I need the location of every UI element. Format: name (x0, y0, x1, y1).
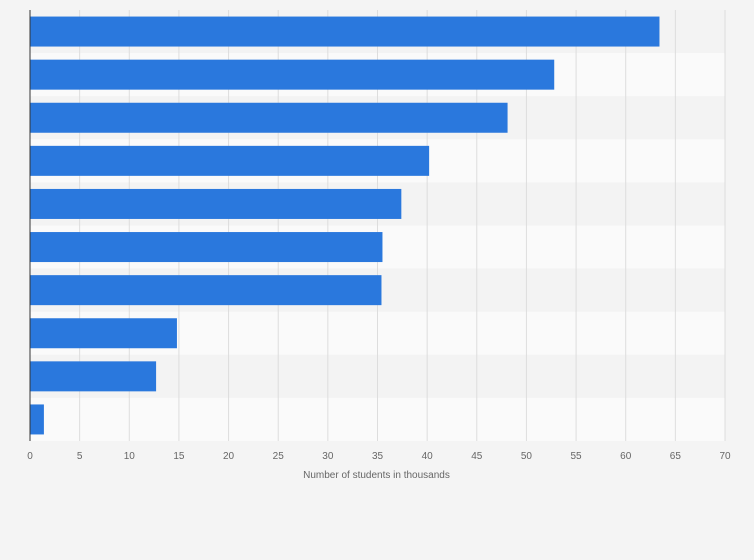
bar[interactable] (30, 232, 383, 263)
x-tick-label: 15 (173, 451, 185, 462)
bar[interactable] (30, 318, 177, 349)
x-tick-label: 30 (322, 451, 334, 462)
x-tick-label: 10 (124, 451, 136, 462)
x-axis-title: Number of students in thousands (303, 470, 450, 481)
x-tick-label: 55 (571, 451, 583, 462)
x-tick-label: 70 (719, 451, 731, 462)
x-tick-label: 45 (471, 451, 483, 462)
x-tick-label: 35 (372, 451, 384, 462)
x-tick-label: 50 (521, 451, 533, 462)
x-tick-label: 0 (27, 451, 33, 462)
bar[interactable] (30, 275, 382, 306)
x-axis-ticks: 0 5 10 15 20 25 30 35 40 45 50 55 60 65 70 (27, 451, 731, 462)
bar[interactable] (30, 102, 508, 133)
bar[interactable] (30, 59, 555, 90)
bar[interactable] (30, 145, 430, 176)
x-tick-label: 65 (670, 451, 682, 462)
bar[interactable] (30, 404, 44, 435)
x-tick-label: 20 (223, 451, 235, 462)
x-tick-label: 40 (422, 451, 434, 462)
x-tick-label: 25 (273, 451, 285, 462)
bar[interactable] (30, 361, 157, 392)
bar[interactable] (30, 16, 660, 47)
bars (30, 16, 660, 435)
bar[interactable] (30, 188, 402, 219)
x-tick-label: 5 (77, 451, 83, 462)
x-tick-label: 60 (620, 451, 632, 462)
